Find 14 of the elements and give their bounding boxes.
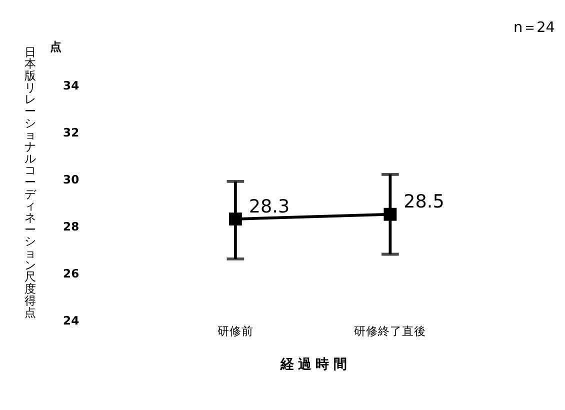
y-tick-label: 26 (63, 266, 80, 280)
text: 日本版リレーショナルコーディネーション尺度得点 (24, 44, 37, 320)
data-label: 28.3 (248, 196, 290, 218)
y-tick-label: 34 (63, 78, 80, 92)
y-tick-label: 28 (63, 219, 80, 234)
x-axis-title: 経 過 時 間 (279, 356, 346, 373)
text: n＝24 (513, 20, 555, 36)
text: 点 (50, 40, 62, 54)
y-tick-label: 30 (63, 172, 80, 186)
y-tick-label: 24 (63, 313, 80, 328)
x-tick-label: 研修終了直後 (354, 324, 426, 338)
y-tick-label: 32 (63, 125, 80, 140)
x-tick-label: 研修前 (217, 324, 254, 338)
data-label: 28.5 (404, 192, 444, 213)
